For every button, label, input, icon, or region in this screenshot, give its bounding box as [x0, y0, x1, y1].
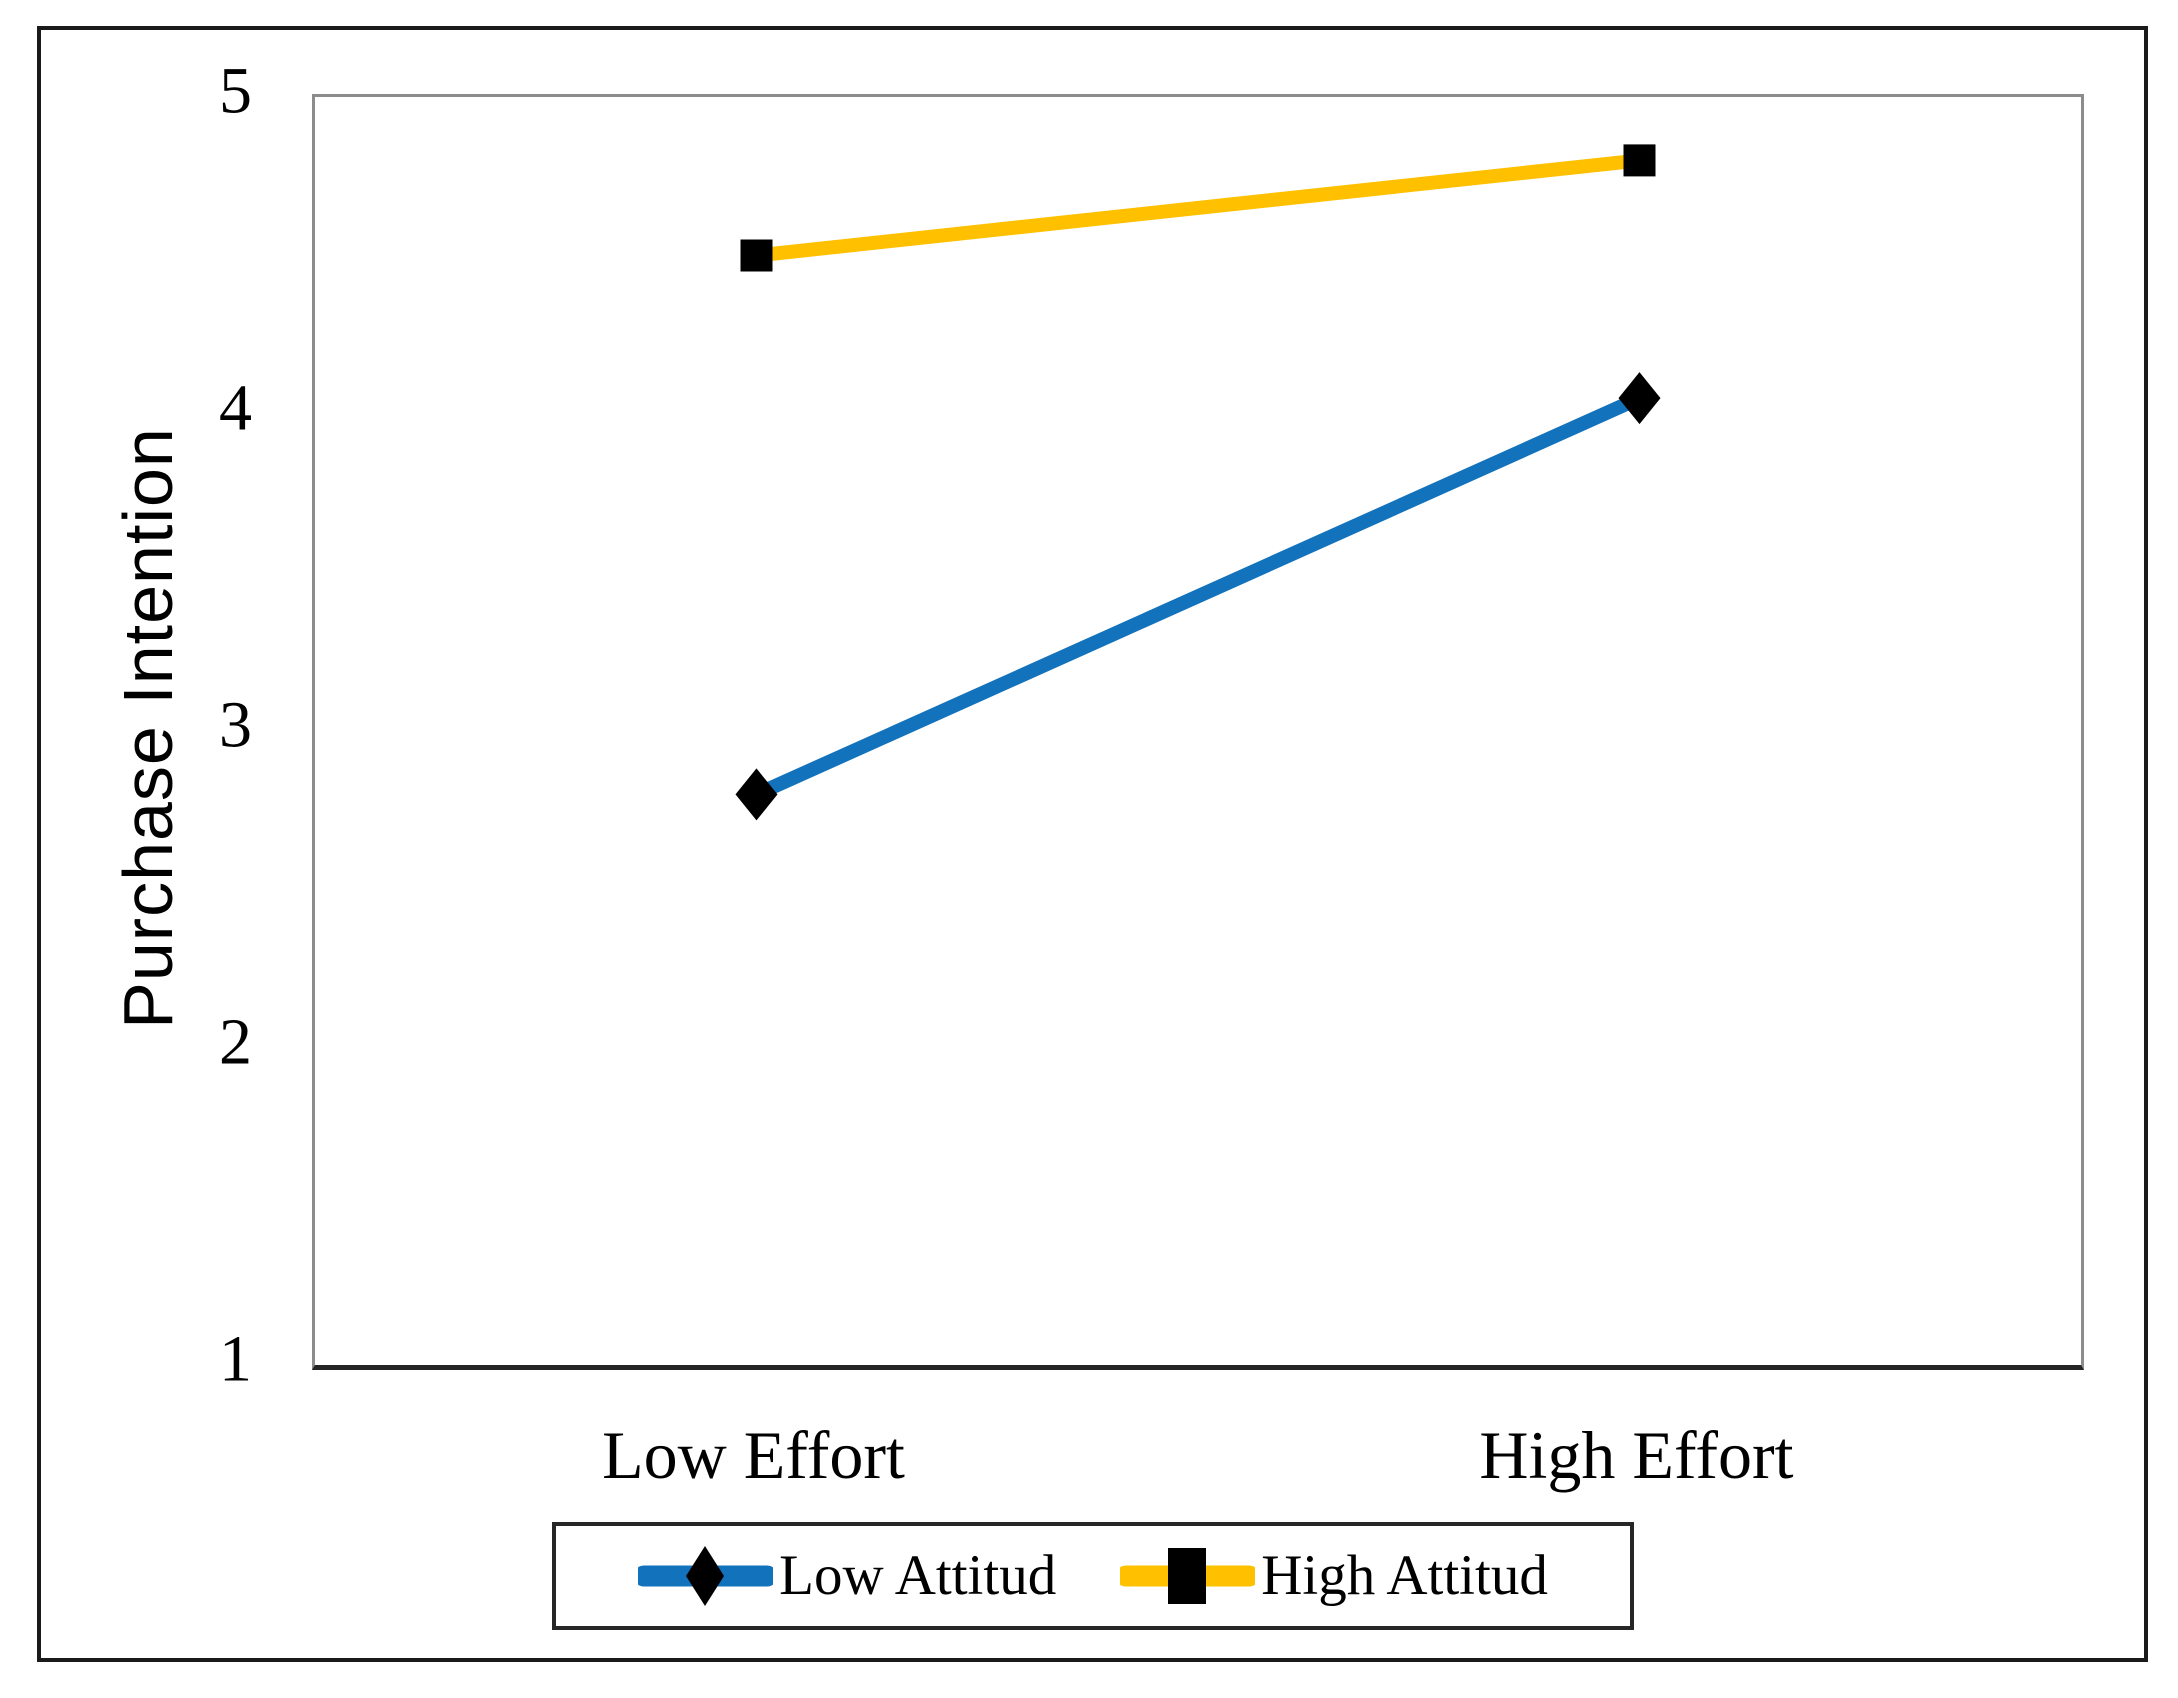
series-line-low-attitud: [749, 391, 1647, 802]
y-tick-label-2: 2: [219, 1005, 252, 1079]
series-line-high-attitud: [749, 153, 1647, 263]
data-point-high-attitud-high-effort: [1623, 144, 1656, 177]
y-tick-label-4: 4: [219, 371, 252, 445]
y-tick-label-1: 1: [219, 1322, 252, 1396]
y-tick-label-3: 3: [219, 688, 252, 762]
legend-entry-low-attitud: Low Attitud: [638, 1540, 1056, 1612]
legend: Low Attitud High Attitud: [552, 1522, 1634, 1630]
x-category-label-low-effort: Low Effort: [602, 1417, 905, 1493]
legend-label-low-attitud: Low Attitud: [779, 1544, 1057, 1607]
legend-entry-high-attitud: High Attitud: [1120, 1540, 1548, 1612]
legend-label-high-attitud: High Attitud: [1261, 1544, 1548, 1607]
y-tick-label-5: 5: [219, 54, 252, 128]
legend-diamond-swatch-icon: [638, 1546, 774, 1606]
chart-canvas: [735, 144, 1661, 821]
data-point-low-attitud-low-effort: [735, 768, 778, 821]
x-category-label-high-effort: High Effort: [1479, 1417, 1794, 1493]
data-point-high-attitud-low-effort: [740, 239, 773, 272]
plot-area: [312, 94, 2084, 1370]
data-point-low-attitud-high-effort: [1618, 372, 1661, 425]
legend-square-swatch-icon: [1120, 1548, 1256, 1604]
